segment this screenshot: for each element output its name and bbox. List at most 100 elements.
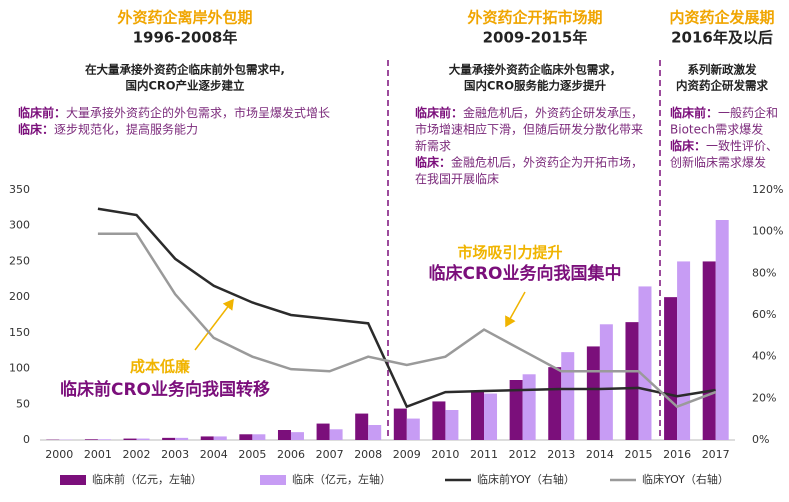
x-tick-label: 2007 (316, 448, 344, 461)
annotation: 临床前CRO业务向我国转移 (60, 379, 270, 400)
note-line: 临床：一致性评价、 (670, 138, 778, 153)
legend-label: 临床YOY（右轴） (642, 472, 729, 486)
bar (393, 408, 407, 440)
period-years: 1996-2008年 (133, 29, 238, 47)
bar (677, 261, 691, 440)
bar (445, 410, 459, 440)
note-label: 临床： (415, 154, 451, 169)
bar (252, 434, 266, 440)
bar (368, 425, 382, 440)
period-subtitle: 国内CRO服务能力逐步提升 (464, 79, 607, 93)
y2-tick-label: 100% (752, 225, 783, 238)
arrow (505, 291, 526, 328)
bar (239, 434, 253, 440)
y2-tick-label: 120% (752, 183, 783, 196)
legend-swatch (60, 475, 86, 485)
bar (316, 423, 330, 440)
note-text: 市场增速相应下滑，但随后研发分散化带来 (415, 121, 643, 136)
note-text: 一致性评价、 (706, 139, 778, 153)
note-label: 临床前： (415, 105, 463, 120)
x-tick-label: 2009 (393, 448, 421, 461)
line (97, 207, 716, 409)
note-label: 临床前： (670, 105, 718, 120)
legend-label: 临床前YOY（右轴） (477, 472, 575, 486)
y-tick-label: 250 (9, 254, 30, 267)
note-line: 临床前：金融危机后，外资药企研发承压， (415, 105, 643, 120)
note-text: 新需求 (415, 138, 451, 153)
note-text: 金融危机后，外资药企研发承压， (463, 105, 643, 120)
bar (715, 220, 729, 440)
y2-tick-label: 0% (752, 433, 769, 446)
x-tick-label: 2000 (45, 448, 73, 461)
note-label: 临床前： (18, 105, 66, 120)
y-tick-label: 150 (9, 326, 30, 339)
legend-label: 临床前（亿元，左轴） (92, 472, 202, 486)
period-subtitle: 国内CRO产业逐步建立 (125, 79, 245, 93)
bar (200, 436, 214, 440)
x-tick-label: 2003 (161, 448, 189, 461)
y2-tick-label: 80% (752, 266, 776, 279)
x-tick-label: 2017 (702, 448, 730, 461)
x-tick-label: 2011 (470, 448, 498, 461)
note-line: 创新临床需求爆发 (670, 154, 766, 169)
x-tick-label: 2002 (123, 448, 151, 461)
note-line: 临床：金融危机后，外资药企为开拓市场， (415, 154, 643, 169)
bar (277, 430, 291, 440)
note-text: 创新临床需求爆发 (670, 154, 766, 169)
y-tick-label: 0 (23, 433, 30, 446)
y2-tick-label: 20% (752, 391, 776, 404)
note-line: 临床前：大量承接外资药企的外包需求，市场呈爆发式增长 (18, 105, 330, 120)
bar (432, 401, 446, 440)
note-line: Biotech需求爆发 (670, 121, 763, 136)
note-text: 一般药企和 (718, 105, 778, 120)
note-line: 临床：逐步规范化，提高服务能力 (18, 121, 198, 136)
x-tick-label: 2012 (509, 448, 537, 461)
annotation: 临床CRO业务向我国集中 (428, 263, 621, 284)
line (97, 232, 717, 409)
bar (599, 324, 613, 440)
period-subtitle: 在大量承接外资药企临床前外包需求中, (85, 63, 285, 77)
y-tick-label: 350 (9, 183, 30, 196)
period-subtitle: 大量承接外资药企临床外包需求， (449, 63, 622, 77)
bar (509, 380, 523, 440)
bar (522, 374, 536, 440)
note-line: 临床前：一般药企和 (670, 105, 778, 120)
legend-swatch (260, 475, 286, 485)
y2-tick-label: 60% (752, 308, 776, 321)
note-label: 临床： (670, 138, 706, 153)
x-tick-label: 2005 (238, 448, 266, 461)
x-tick-label: 2006 (277, 448, 305, 461)
bar (406, 418, 420, 440)
bar (702, 261, 716, 440)
x-tick-label: 2015 (624, 448, 652, 461)
x-tick-label: 2004 (200, 448, 228, 461)
bar (329, 429, 343, 440)
period-subtitle: 内资药企研发需求 (676, 79, 768, 93)
bar (664, 297, 678, 440)
bar (290, 432, 304, 440)
bar (213, 436, 227, 440)
note-line: 市场增速相应下滑，但随后研发分散化带来 (415, 121, 643, 136)
x-tick-label: 2013 (547, 448, 575, 461)
period-years: 2009-2015年 (483, 29, 588, 47)
bar (355, 413, 369, 440)
note-text: 在我国开展临床 (415, 172, 499, 186)
x-tick-label: 2001 (84, 448, 112, 461)
x-tick-label: 2014 (586, 448, 614, 461)
period-title: 内资药企发展期 (669, 9, 774, 27)
y-tick-label: 50 (16, 397, 30, 410)
note-text: 大量承接外资药企的外包需求，市场呈爆发式增长 (66, 105, 330, 120)
annotation: 市场吸引力提升 (457, 244, 562, 262)
bar (484, 393, 498, 440)
bar (561, 352, 575, 440)
bar (586, 346, 600, 440)
bar (136, 438, 150, 440)
period-years: 2016年及以后 (671, 29, 773, 47)
y-tick-label: 200 (9, 290, 30, 303)
bar (123, 438, 137, 440)
y2-tick-label: 40% (752, 350, 776, 363)
note-text: 逐步规范化，提高服务能力 (54, 121, 198, 136)
x-tick-label: 2008 (354, 448, 382, 461)
arrow (194, 298, 234, 351)
